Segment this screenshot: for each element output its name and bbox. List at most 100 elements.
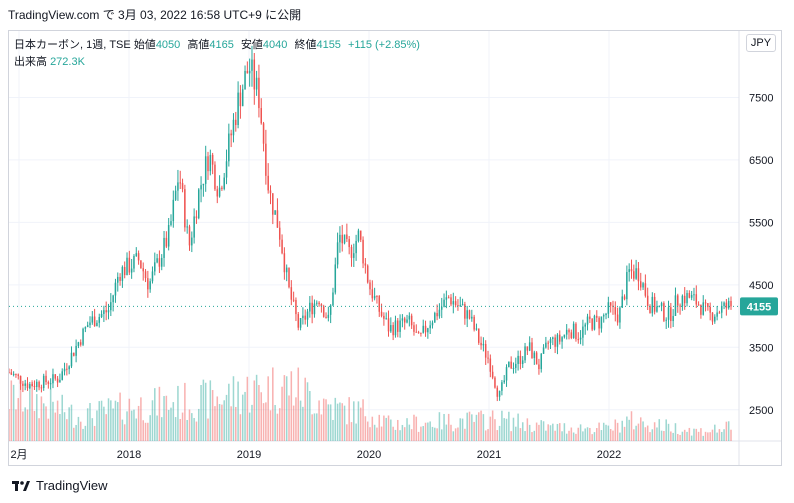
candle-body[interactable] (260, 108, 262, 124)
candle-body[interactable] (399, 320, 401, 332)
candle-body[interactable] (278, 227, 281, 240)
candle-body[interactable] (586, 316, 589, 325)
candle-body[interactable] (644, 283, 647, 296)
candle-body[interactable] (77, 342, 80, 346)
candle-body[interactable] (49, 383, 52, 385)
candle-body[interactable] (117, 276, 119, 283)
candle-body[interactable] (52, 374, 54, 384)
candle-body[interactable] (672, 315, 674, 322)
candle-body[interactable] (325, 316, 327, 318)
candle-body[interactable] (496, 387, 499, 397)
candle-body[interactable] (223, 177, 225, 189)
candle-body[interactable] (241, 89, 244, 107)
candle-body[interactable] (200, 185, 202, 190)
candle-body[interactable] (720, 305, 723, 313)
candle-body[interactable] (33, 386, 36, 388)
candle-body[interactable] (179, 182, 182, 184)
candle-body[interactable] (112, 295, 114, 303)
candle-body[interactable] (327, 314, 330, 318)
candle-body[interactable] (524, 346, 526, 361)
candle-body[interactable] (378, 296, 381, 312)
candle-body[interactable] (533, 352, 536, 359)
candle-body[interactable] (480, 342, 482, 346)
candle-body[interactable] (318, 302, 320, 305)
candle-body[interactable] (709, 307, 711, 313)
candle-body[interactable] (436, 312, 438, 317)
candle-body[interactable] (649, 305, 651, 314)
candle-body[interactable] (137, 253, 140, 261)
candle-body[interactable] (128, 257, 131, 273)
candle-body[interactable] (29, 384, 31, 389)
candle-body[interactable] (341, 234, 343, 244)
candle-body[interactable] (593, 315, 596, 330)
candle-body[interactable] (489, 358, 492, 372)
candle-body[interactable] (251, 59, 253, 71)
candle-body[interactable] (366, 265, 369, 283)
candle-body[interactable] (413, 325, 415, 332)
candle-body[interactable] (334, 264, 337, 293)
candle-body[interactable] (304, 315, 306, 320)
candle-body[interactable] (272, 193, 274, 215)
candle-body[interactable] (454, 301, 457, 306)
candle-body[interactable] (47, 382, 50, 384)
candle-body[interactable] (538, 364, 540, 370)
candle-body[interactable] (549, 339, 552, 343)
candle-body[interactable] (619, 307, 621, 323)
candle-body[interactable] (285, 267, 288, 273)
candle-body[interactable] (309, 302, 311, 312)
candle-body[interactable] (519, 355, 522, 364)
candle-body[interactable] (727, 300, 730, 309)
candle-body[interactable] (302, 315, 304, 319)
candle-body[interactable] (288, 267, 290, 288)
candle-body[interactable] (320, 304, 323, 307)
symbol-label[interactable]: 日本カーボン, 1週, TSE (14, 39, 131, 51)
candle-body[interactable] (59, 379, 61, 383)
candle-body[interactable] (209, 154, 212, 172)
candle-body[interactable] (677, 295, 679, 306)
candle-body[interactable] (177, 182, 179, 191)
candle-body[interactable] (723, 302, 725, 306)
candle-body[interactable] (235, 119, 237, 126)
candle-body[interactable] (26, 383, 29, 389)
candle-body[interactable] (475, 328, 478, 330)
candle-body[interactable] (427, 328, 429, 333)
candle-body[interactable] (697, 304, 700, 306)
candle-body[interactable] (646, 295, 649, 306)
currency-button[interactable]: JPY (746, 34, 776, 52)
candle-body[interactable] (158, 258, 161, 267)
candle-body[interactable] (350, 247, 353, 258)
candle-body[interactable] (452, 301, 455, 305)
candle-body[interactable] (596, 315, 598, 318)
candle-body[interactable] (482, 343, 485, 346)
candle-body[interactable] (515, 363, 517, 368)
candle-body[interactable] (91, 316, 94, 323)
candle-body[interactable] (42, 375, 45, 389)
candle-body[interactable] (66, 368, 68, 370)
candle-body[interactable] (373, 295, 376, 299)
candle-body[interactable] (86, 325, 89, 328)
candle-body[interactable] (552, 337, 554, 340)
candle-body[interactable] (133, 256, 135, 269)
candle-body[interactable] (600, 316, 603, 329)
candle-body[interactable] (163, 237, 165, 258)
candle-body[interactable] (674, 295, 677, 316)
candle-body[interactable] (461, 304, 464, 306)
candle-body[interactable] (565, 329, 568, 335)
candle-body[interactable] (73, 352, 75, 356)
candle-body[interactable] (292, 299, 295, 301)
candle-body[interactable] (464, 304, 466, 319)
candle-body[interactable] (167, 225, 170, 247)
candle-body[interactable] (371, 289, 374, 299)
candle-body[interactable] (730, 300, 732, 307)
candle-body[interactable] (570, 332, 573, 338)
candle-body[interactable] (602, 315, 605, 317)
candle-body[interactable] (714, 316, 716, 322)
candle-body[interactable] (501, 382, 503, 391)
candle-body[interactable] (589, 316, 591, 319)
candle-body[interactable] (468, 310, 471, 319)
candle-body[interactable] (147, 278, 149, 290)
candle-body[interactable] (408, 315, 411, 320)
candle-body[interactable] (700, 304, 702, 315)
candle-body[interactable] (156, 258, 158, 263)
candle-body[interactable] (716, 312, 718, 317)
